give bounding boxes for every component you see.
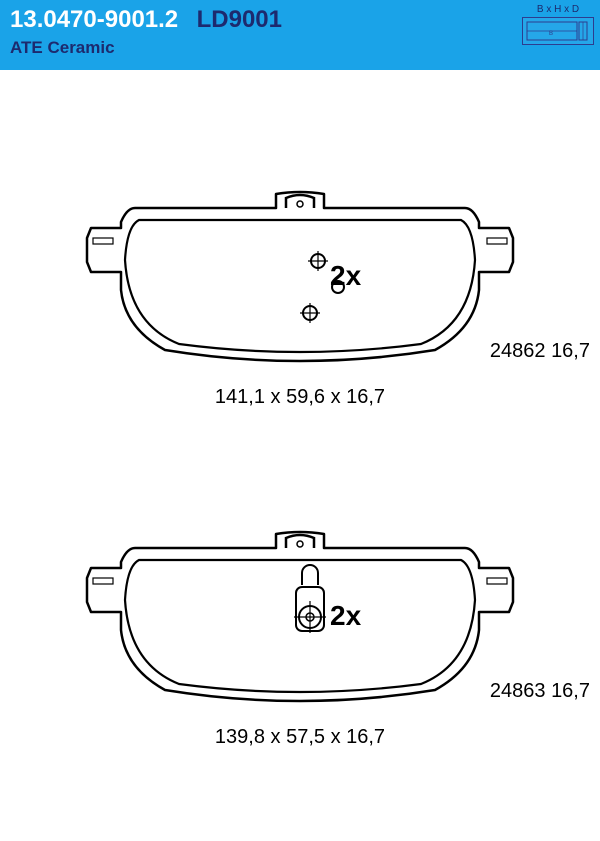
brake-pad-diagram (85, 530, 515, 720)
pad-reference-label: 24863 16,7 (490, 680, 590, 703)
brake-pad-diagram (85, 190, 515, 380)
dimensions-label: 141,1 x 59,6 x 16,7 (0, 386, 600, 409)
short-code: LD9001 (197, 6, 282, 33)
product-line: ATE Ceramic (10, 38, 590, 58)
header-bar: 13.0470-9001.2 LD9001 ATE Ceramic B x H … (0, 0, 600, 70)
part-number: 13.0470-9001.2 (10, 6, 178, 33)
legend-diagram: B (522, 17, 594, 45)
legend-label: B x H x D (522, 4, 594, 15)
svg-text:B: B (549, 31, 553, 37)
quantity-label: 2x (330, 260, 361, 292)
dimension-legend: B x H x D B (522, 4, 594, 45)
pad-top: 2x 24862 16,7 141,1 x 59,6 x 16,7 (0, 190, 600, 409)
dimensions-label: 139,8 x 57,5 x 16,7 (0, 726, 600, 749)
pad-bottom: 2x 24863 16,7 139,8 x 57,5 x 16,7 (0, 530, 600, 749)
pad-reference-label: 24862 16,7 (490, 340, 590, 363)
quantity-label: 2x (330, 600, 361, 632)
